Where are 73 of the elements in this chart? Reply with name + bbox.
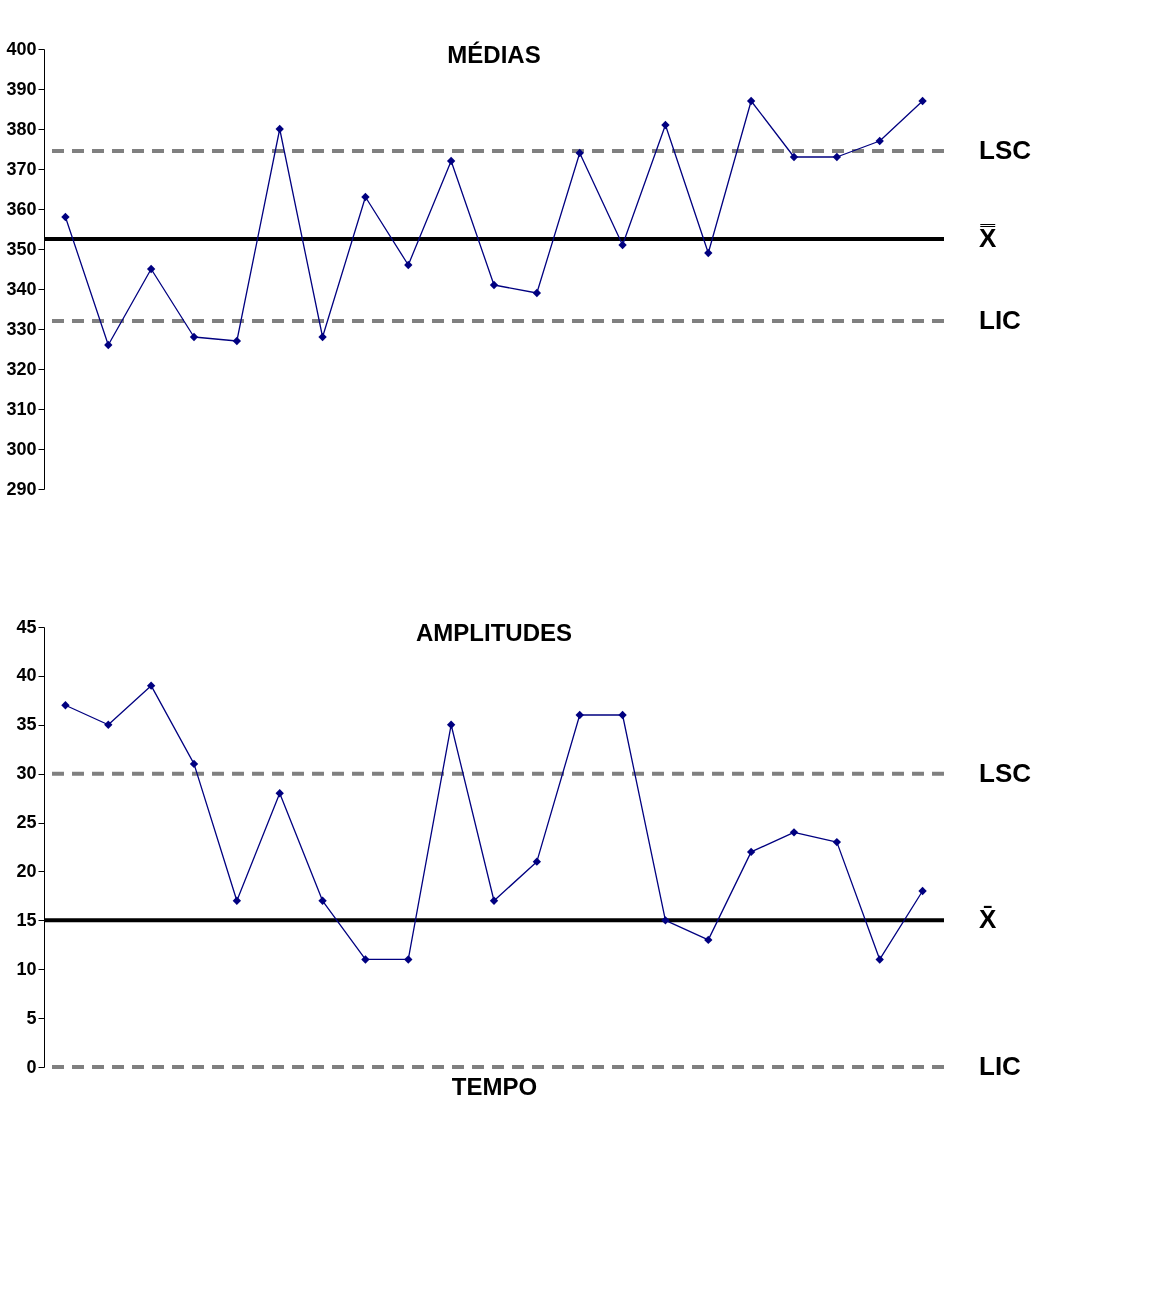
ref-line-label: X̄ (979, 904, 997, 935)
y-tick-label: 290 (6, 478, 37, 499)
point (575, 148, 584, 158)
point (61, 701, 70, 710)
point (789, 152, 799, 162)
point (575, 710, 584, 720)
point (404, 260, 413, 270)
point (318, 332, 327, 342)
point (232, 896, 242, 905)
point (275, 789, 284, 798)
point (489, 280, 499, 290)
point (361, 955, 370, 964)
point (61, 212, 70, 222)
point (832, 837, 842, 847)
y-tick-label: 25 (16, 812, 37, 833)
y-tick-label: 10 (16, 958, 37, 979)
chart-title: AMPLITUDES (416, 619, 572, 646)
ref-line-label: X̿ (979, 223, 997, 253)
point (146, 264, 156, 274)
point (232, 336, 242, 346)
y-tick-label: 300 (6, 438, 37, 459)
y-tick-label: 360 (6, 198, 37, 219)
y-tick-label: 390 (6, 78, 37, 99)
point (661, 120, 670, 130)
point (618, 710, 627, 720)
point (104, 720, 113, 729)
point (661, 916, 670, 925)
y-tick-label: 40 (16, 665, 37, 686)
point (189, 759, 199, 769)
point (446, 720, 456, 729)
y-tick-label: 5 (26, 1007, 37, 1028)
y-tick-label: 0 (26, 1056, 37, 1077)
y-tick-label: 310 (6, 398, 37, 419)
y-tick-label: 400 (6, 38, 37, 59)
y-tick-label: 330 (6, 318, 37, 339)
y-tick-label: 350 (6, 238, 37, 259)
y-tick-label: 20 (16, 860, 37, 881)
y-tick-label: 370 (6, 158, 37, 179)
x-axis-title: TEMPO (451, 1072, 538, 1100)
point (789, 828, 799, 837)
point (918, 96, 927, 106)
point (404, 955, 413, 964)
point (918, 886, 927, 896)
point (875, 955, 884, 964)
y-tick-label: 340 (6, 278, 37, 299)
point (446, 156, 456, 166)
point (489, 896, 499, 905)
point (746, 96, 756, 106)
point (189, 332, 199, 342)
y-tick-label: 35 (16, 714, 37, 735)
point (532, 857, 542, 866)
point (104, 340, 113, 350)
point (532, 288, 542, 298)
y-tick-label: 380 (6, 118, 37, 139)
y-tick-label: 15 (16, 909, 37, 930)
point (361, 192, 370, 202)
chart-title: MÉDIAS (447, 41, 541, 68)
point (618, 240, 627, 250)
point (318, 896, 327, 905)
ref-line-label: LIC (979, 305, 1022, 335)
point (146, 681, 156, 690)
y-tick-label: 320 (6, 358, 37, 379)
point (832, 152, 842, 162)
point (704, 935, 713, 945)
ref-line-label: LSC (979, 135, 1032, 165)
point (746, 847, 756, 857)
point (875, 136, 884, 146)
y-tick-label: 30 (16, 763, 37, 784)
point (275, 124, 284, 134)
ref-line-label: LIC (979, 1051, 1022, 1081)
y-tick-label: 45 (16, 616, 37, 637)
ref-line-label: LSC (979, 757, 1032, 788)
point (704, 248, 713, 258)
